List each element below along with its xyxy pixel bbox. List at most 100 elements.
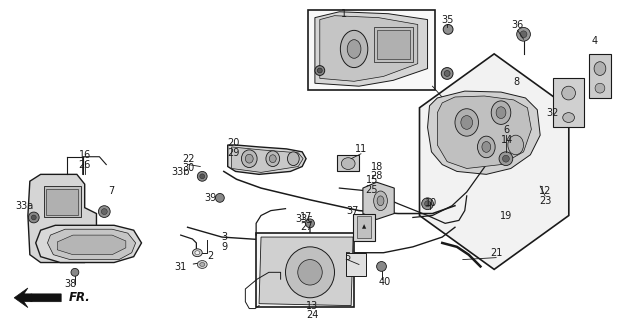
FancyArrowPatch shape xyxy=(193,263,200,264)
Text: 39: 39 xyxy=(204,193,216,203)
Text: 8: 8 xyxy=(513,77,520,87)
Polygon shape xyxy=(315,12,428,86)
Ellipse shape xyxy=(197,260,207,268)
Ellipse shape xyxy=(266,151,280,166)
Polygon shape xyxy=(48,229,136,260)
Ellipse shape xyxy=(491,101,511,124)
Bar xyxy=(553,78,584,127)
Polygon shape xyxy=(259,237,353,306)
Circle shape xyxy=(425,201,430,207)
Ellipse shape xyxy=(594,62,606,76)
Text: 38: 38 xyxy=(64,279,76,289)
Polygon shape xyxy=(228,145,306,174)
Ellipse shape xyxy=(269,155,276,163)
Text: 32: 32 xyxy=(547,108,559,118)
Ellipse shape xyxy=(195,251,200,255)
Text: 33a: 33a xyxy=(15,201,33,211)
Ellipse shape xyxy=(246,154,253,163)
Polygon shape xyxy=(437,96,531,169)
Ellipse shape xyxy=(508,135,523,155)
Bar xyxy=(376,30,410,59)
Text: 19: 19 xyxy=(500,211,512,220)
Polygon shape xyxy=(363,182,394,220)
Ellipse shape xyxy=(455,109,479,136)
Text: 3: 3 xyxy=(222,232,228,242)
Circle shape xyxy=(216,194,224,202)
Text: 28: 28 xyxy=(370,171,383,181)
Polygon shape xyxy=(320,16,418,81)
Text: 10: 10 xyxy=(425,198,438,208)
Ellipse shape xyxy=(496,107,506,118)
Text: 12: 12 xyxy=(539,186,551,196)
Circle shape xyxy=(197,172,207,181)
Polygon shape xyxy=(428,91,540,174)
Ellipse shape xyxy=(200,262,205,267)
Text: 25: 25 xyxy=(365,185,378,195)
Bar xyxy=(308,10,435,90)
Polygon shape xyxy=(232,147,303,172)
Circle shape xyxy=(516,28,530,41)
Ellipse shape xyxy=(461,116,472,129)
Text: 27: 27 xyxy=(300,222,312,232)
Text: 20: 20 xyxy=(228,138,240,148)
Text: 21: 21 xyxy=(490,248,502,258)
Text: 6: 6 xyxy=(504,125,510,135)
Text: 37: 37 xyxy=(346,206,358,216)
Text: 35: 35 xyxy=(441,15,453,25)
Bar xyxy=(357,217,371,238)
Text: 15: 15 xyxy=(366,175,378,185)
Ellipse shape xyxy=(562,86,575,100)
Ellipse shape xyxy=(377,196,384,206)
Text: 9: 9 xyxy=(222,242,228,252)
Bar xyxy=(346,253,366,276)
Circle shape xyxy=(444,70,450,76)
Text: 23: 23 xyxy=(539,196,551,206)
Circle shape xyxy=(499,152,513,165)
Text: 18: 18 xyxy=(371,162,383,172)
Text: 33c: 33c xyxy=(295,214,313,224)
Circle shape xyxy=(29,212,39,223)
Polygon shape xyxy=(28,174,97,262)
Text: 5: 5 xyxy=(344,252,350,262)
Text: 17: 17 xyxy=(300,212,312,222)
Text: 29: 29 xyxy=(228,148,240,158)
Text: 24: 24 xyxy=(306,310,318,320)
Bar xyxy=(256,233,354,307)
Text: 26: 26 xyxy=(79,160,91,170)
Ellipse shape xyxy=(192,249,202,257)
Text: 7: 7 xyxy=(108,186,114,196)
Polygon shape xyxy=(337,155,359,172)
Text: ▲: ▲ xyxy=(361,225,366,230)
Ellipse shape xyxy=(477,136,495,158)
Circle shape xyxy=(71,268,79,276)
Text: 11: 11 xyxy=(355,144,367,154)
Polygon shape xyxy=(57,235,126,255)
Circle shape xyxy=(101,209,107,214)
Circle shape xyxy=(441,68,453,79)
Circle shape xyxy=(376,261,386,271)
Ellipse shape xyxy=(286,247,334,298)
Ellipse shape xyxy=(563,113,575,123)
Text: 13: 13 xyxy=(306,300,318,311)
Circle shape xyxy=(317,68,322,73)
Bar xyxy=(43,186,81,218)
Text: 30: 30 xyxy=(182,164,195,173)
Text: 33b: 33b xyxy=(172,167,190,177)
Text: 14: 14 xyxy=(501,135,513,145)
Text: 40: 40 xyxy=(378,277,391,287)
Circle shape xyxy=(502,155,510,162)
Circle shape xyxy=(443,25,453,34)
Text: 16: 16 xyxy=(79,150,91,160)
Ellipse shape xyxy=(374,191,388,211)
Ellipse shape xyxy=(298,260,322,285)
Circle shape xyxy=(99,206,110,218)
Text: FR.: FR. xyxy=(69,291,91,304)
Ellipse shape xyxy=(482,141,490,152)
Polygon shape xyxy=(14,288,61,308)
Text: 4: 4 xyxy=(592,36,598,46)
Circle shape xyxy=(520,31,527,38)
Bar xyxy=(589,54,611,98)
Circle shape xyxy=(306,219,314,228)
Circle shape xyxy=(422,198,433,210)
Ellipse shape xyxy=(241,150,257,167)
